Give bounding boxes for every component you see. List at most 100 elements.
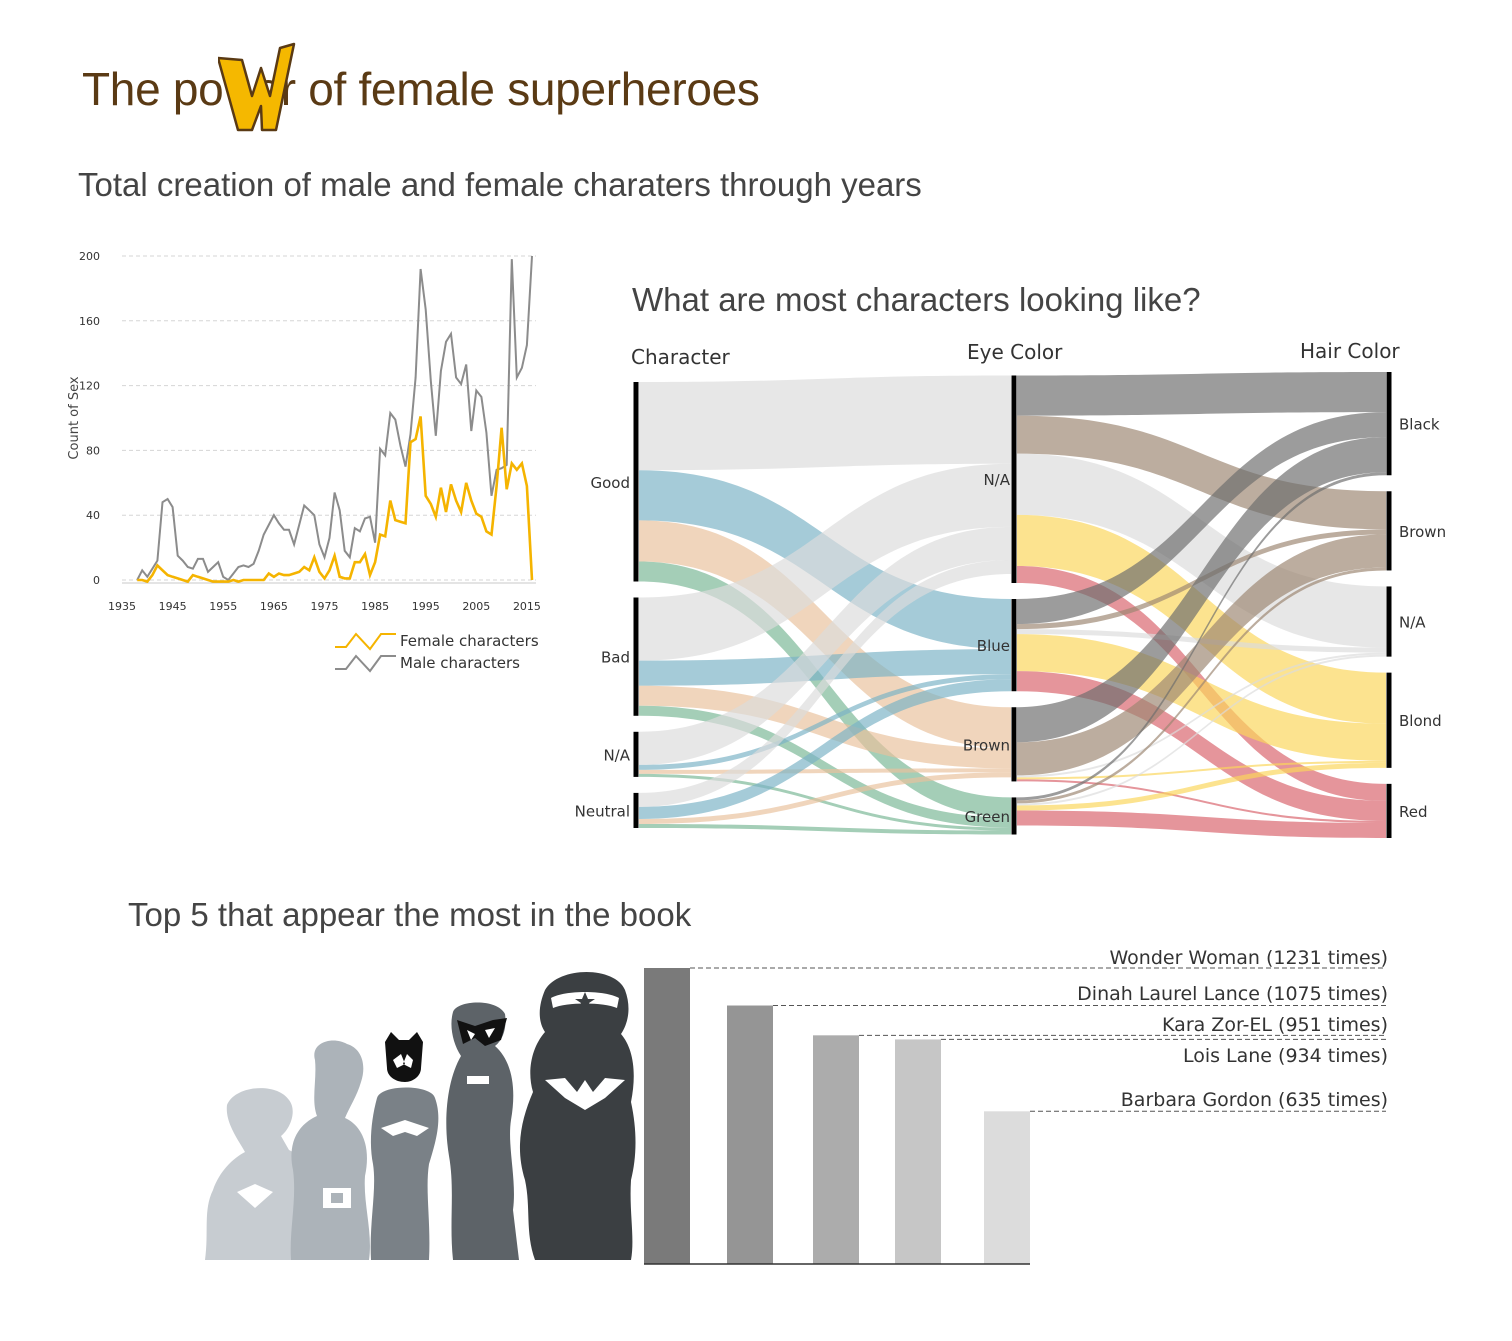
x-tick-label: 2015: [513, 600, 541, 613]
sankey-section-title: What are most characters looking like?: [632, 281, 1201, 318]
sankey-node-bar: [633, 382, 639, 582]
line-chart: 0 40 80 120 160 200 1935 1945 1955 1965 1975 1985 1…: [67, 250, 541, 673]
column-header-hair-color: Hair Color: [1300, 339, 1400, 363]
bar: [984, 1111, 1030, 1264]
sankey-node-bar: [1386, 586, 1392, 657]
y-tick-label: 80: [86, 444, 100, 457]
sankey-node-bar: [1011, 599, 1017, 692]
sankey-node-label: N/A: [1399, 614, 1426, 632]
y-tick-label: 40: [86, 509, 100, 522]
sankey-link: [1017, 472, 1386, 801]
sankey-link: [639, 823, 1011, 835]
y-tick-label: 120: [79, 380, 100, 393]
sankey-link: [639, 679, 1011, 819]
sankey-link: [1017, 762, 1386, 811]
sankey-node-bar: [1386, 372, 1392, 476]
x-tick-label: 2005: [462, 600, 490, 613]
x-tick-label: 1955: [209, 600, 237, 613]
sankey-link: [1017, 634, 1386, 761]
sankey-link: [639, 772, 1011, 824]
y-tick-label: 200: [79, 250, 100, 263]
wonder-woman-w-logo: [218, 42, 296, 132]
sankey-node-label: N/A: [983, 471, 1010, 489]
y-tick-label: 160: [79, 315, 100, 328]
sankey-link: [639, 649, 1011, 686]
sankey-node-label: Blue: [977, 637, 1010, 655]
sankey-link: [639, 526, 1011, 765]
sankey-node-label: Green: [965, 808, 1010, 826]
sankey-node-bar: [633, 792, 639, 828]
sankey-link: [1017, 372, 1386, 416]
sankey-node-bar: [1386, 491, 1392, 571]
sankey-link: [1017, 671, 1386, 821]
x-tick-label: 1985: [361, 600, 389, 613]
sankey-link: [1017, 652, 1386, 778]
sankey-link: [639, 773, 1011, 831]
legend-female-label: Female characters: [400, 632, 539, 650]
sankey-node-label: N/A: [603, 746, 630, 764]
x-tick-label: 1935: [108, 600, 136, 613]
sankey-diagram: Good Bad N/A Neutral N/A Blue Brown Green Black B…: [575, 339, 1446, 838]
bar-label: Dinah Laurel Lance (1075 times): [1077, 983, 1388, 1005]
sankey-node-bar: [1011, 707, 1017, 782]
sankey-link: [1017, 415, 1386, 530]
sankey-node-bar: [1011, 375, 1017, 584]
bar-label: Wonder Woman (1231 times): [1109, 947, 1388, 969]
legend-male-label: Male characters: [400, 654, 520, 672]
column-header-character: Character: [631, 345, 731, 369]
supergirl-silhouette: [205, 1088, 307, 1260]
sankey-node-bar: [1386, 672, 1392, 768]
black-canary-silhouette: [290, 1040, 370, 1260]
sankey-link: [639, 559, 1011, 807]
female-series-line: [137, 416, 534, 584]
x-tick-label: 1975: [310, 600, 338, 613]
bar-label: Lois Lane (934 times): [1183, 1045, 1388, 1067]
sankey-link: [1017, 654, 1386, 806]
sankey-node-bar: [633, 731, 639, 777]
sankey-link: [639, 375, 1011, 471]
male-series-line: [136, 255, 533, 582]
sankey-link: [639, 705, 1011, 828]
sankey-link: [1017, 453, 1386, 648]
x-tick-label: 1945: [159, 600, 187, 613]
top5-section-title: Top 5 that appear the most in the book: [128, 896, 692, 933]
supergirl-masked-silhouette: [446, 1002, 519, 1260]
bar: [644, 968, 690, 1264]
sankey-link: [1017, 567, 1386, 804]
batgirl-silhouette: [370, 1032, 439, 1260]
sankey-node-label: Black: [1399, 416, 1440, 434]
y-axis-label: Count of Sex: [67, 376, 82, 459]
bar: [895, 1039, 941, 1264]
sankey-node-label: Good: [591, 474, 631, 492]
sankey-link: [1017, 779, 1386, 823]
y-tick-label: 0: [93, 574, 100, 587]
line-section-title: Total creation of male and female charat…: [78, 166, 922, 203]
title-part-2: er of female superheroes: [255, 63, 760, 115]
sankey-link: [1017, 810, 1386, 838]
legend-female-marker: [335, 632, 396, 651]
bar: [813, 1035, 859, 1264]
x-tick-label: 1995: [412, 600, 440, 613]
sankey-link: [1017, 534, 1386, 776]
column-header-eye-color: Eye Color: [967, 340, 1063, 364]
sankey-node-bar: [633, 597, 639, 716]
bar-label: Kara Zor-EL (951 times): [1162, 1014, 1388, 1036]
x-tick-label: 1965: [260, 600, 288, 613]
sankey-node-bar: [1386, 783, 1392, 838]
title-part-1: The po: [82, 63, 224, 115]
sankey-link: [1017, 437, 1386, 743]
heroine-silhouettes: [205, 972, 636, 1260]
sankey-link: [639, 463, 1011, 661]
sankey-link: [1017, 760, 1386, 780]
sankey-node-label: Brown: [1399, 523, 1446, 541]
sankey-node-label: Bad: [601, 649, 630, 667]
legend-male-marker: [335, 654, 396, 673]
sankey-link: [1017, 412, 1386, 625]
sankey-node-label: Neutral: [575, 802, 630, 820]
page-title: The po er of female superheroes: [82, 62, 760, 116]
bar-label: Barbara Gordon (635 times): [1121, 1089, 1388, 1111]
sankey-link: [639, 685, 1011, 769]
sankey-node-label: Brown: [963, 736, 1010, 754]
sankey-link: [639, 674, 1011, 770]
